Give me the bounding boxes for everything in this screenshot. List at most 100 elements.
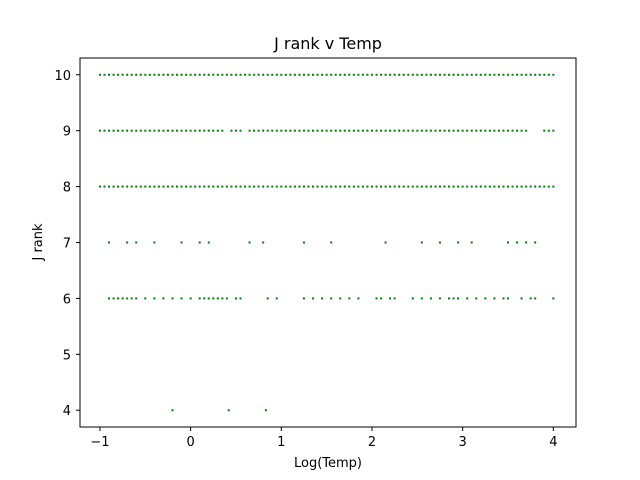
data-point — [185, 129, 188, 132]
data-point — [357, 185, 360, 188]
data-point — [443, 73, 446, 76]
data-point — [520, 73, 523, 76]
data-point — [438, 241, 441, 244]
data-point — [112, 297, 115, 300]
data-point — [302, 129, 305, 132]
data-point — [425, 185, 428, 188]
data-point — [393, 185, 396, 188]
data-point — [321, 297, 324, 300]
data-point — [266, 73, 269, 76]
data-point — [493, 185, 496, 188]
data-point — [293, 129, 296, 132]
data-point — [366, 185, 369, 188]
data-point — [108, 185, 111, 188]
data-point — [194, 73, 197, 76]
data-point — [293, 185, 296, 188]
data-point — [157, 185, 160, 188]
data-point — [352, 129, 355, 132]
data-point — [452, 297, 455, 300]
data-point — [321, 185, 324, 188]
data-point — [334, 73, 337, 76]
data-point — [506, 73, 509, 76]
data-point — [180, 129, 183, 132]
data-point — [552, 73, 555, 76]
data-point — [448, 73, 451, 76]
data-point — [488, 73, 491, 76]
data-point — [275, 185, 278, 188]
data-point — [438, 129, 441, 132]
data-point — [266, 297, 269, 300]
data-point — [484, 297, 487, 300]
data-point — [135, 73, 138, 76]
data-point — [506, 129, 509, 132]
data-point — [348, 185, 351, 188]
data-point — [547, 73, 550, 76]
data-point — [502, 129, 505, 132]
data-point — [380, 129, 383, 132]
data-point — [525, 185, 528, 188]
data-point — [407, 129, 410, 132]
data-point — [316, 73, 319, 76]
data-point — [253, 73, 256, 76]
data-point — [121, 129, 124, 132]
data-point — [312, 185, 315, 188]
data-point — [166, 129, 169, 132]
data-point — [438, 185, 441, 188]
data-point — [239, 297, 242, 300]
data-point — [262, 185, 265, 188]
data-point — [443, 185, 446, 188]
data-point — [144, 129, 147, 132]
data-point — [144, 73, 147, 76]
data-point — [479, 73, 482, 76]
data-point — [316, 185, 319, 188]
data-point — [339, 129, 342, 132]
data-point — [153, 73, 156, 76]
data-point — [479, 185, 482, 188]
data-point — [117, 297, 120, 300]
data-point — [543, 73, 546, 76]
data-point — [516, 241, 519, 244]
data-point — [434, 129, 437, 132]
y-tick-label: 8 — [63, 181, 71, 196]
data-point — [298, 73, 301, 76]
data-point — [153, 241, 156, 244]
data-point — [425, 129, 428, 132]
data-point — [135, 241, 138, 244]
data-point — [520, 129, 523, 132]
data-point — [330, 297, 333, 300]
data-point — [212, 297, 215, 300]
data-point — [307, 129, 310, 132]
x-tick-label: 0 — [186, 435, 194, 450]
data-point — [411, 73, 414, 76]
data-point — [212, 185, 215, 188]
data-point — [162, 297, 165, 300]
data-point — [108, 129, 111, 132]
data-point — [339, 297, 342, 300]
data-point — [470, 241, 473, 244]
x-axis-label: Log(Temp) — [294, 456, 362, 471]
data-point — [189, 129, 192, 132]
data-point — [139, 73, 142, 76]
data-point — [225, 73, 228, 76]
data-point — [352, 185, 355, 188]
data-point — [384, 185, 387, 188]
data-point — [488, 129, 491, 132]
data-point — [452, 185, 455, 188]
data-point — [293, 73, 296, 76]
data-point — [511, 73, 514, 76]
data-point — [488, 185, 491, 188]
data-point — [144, 297, 147, 300]
data-point — [264, 409, 267, 412]
data-point — [461, 185, 464, 188]
data-point — [552, 129, 555, 132]
data-point — [312, 297, 315, 300]
data-point — [185, 73, 188, 76]
data-point — [497, 185, 500, 188]
data-point — [325, 185, 328, 188]
data-point — [121, 297, 124, 300]
data-point — [321, 129, 324, 132]
data-point — [216, 129, 219, 132]
data-point — [284, 185, 287, 188]
data-point — [307, 73, 310, 76]
